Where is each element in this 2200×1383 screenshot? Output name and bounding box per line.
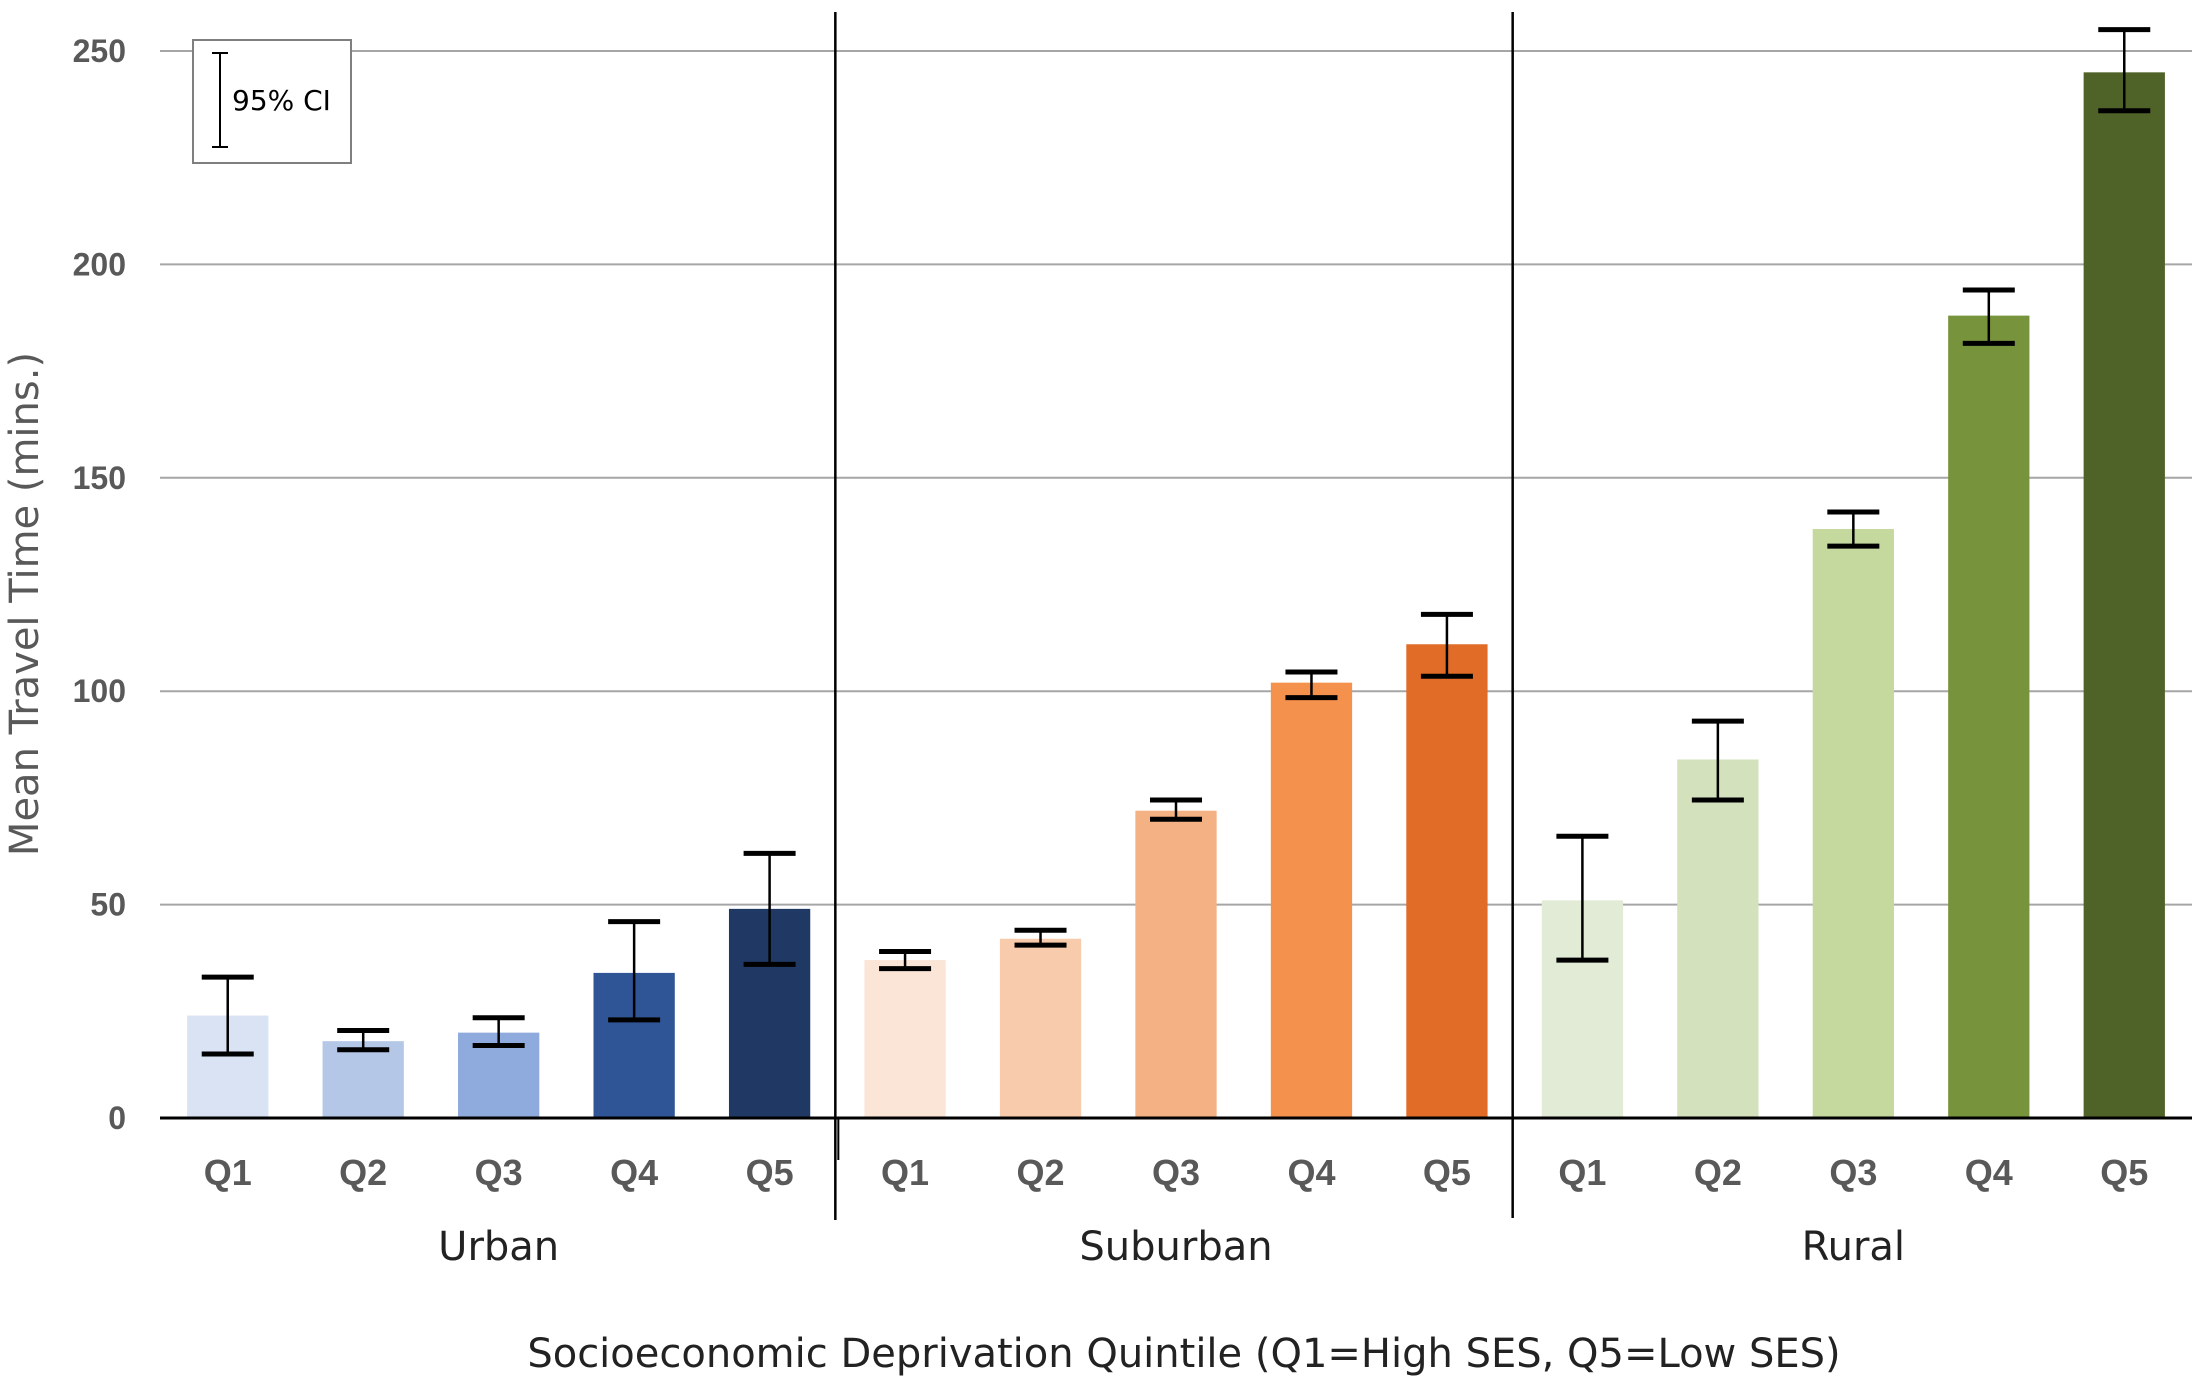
x-tick-label: Q2 bbox=[339, 1152, 387, 1193]
y-tick-label: 200 bbox=[73, 246, 126, 282]
legend: 95% CI bbox=[192, 39, 352, 164]
group-label: Rural bbox=[1802, 1224, 1905, 1270]
bar bbox=[322, 1041, 404, 1118]
x-tick-label: Q5 bbox=[1423, 1152, 1471, 1193]
bar bbox=[1812, 529, 1894, 1118]
x-tick-label: Q5 bbox=[2100, 1152, 2148, 1193]
x-tick-label: Q2 bbox=[1694, 1152, 1742, 1193]
group-label: Urban bbox=[438, 1224, 559, 1270]
y-axis-title: Mean Travel Time (mins.) bbox=[2, 352, 48, 856]
bars bbox=[187, 72, 2165, 1119]
y-tick-label: 100 bbox=[73, 673, 126, 709]
x-tick-label: Q3 bbox=[1152, 1152, 1200, 1193]
axis-labels: 0 50 100 150 200 250 Q1 Q2 Q3 Q4 Q5 Urban Q1 Q2 Q3 Q4 Q5… bbox=[73, 33, 2149, 1270]
x-tick-label: Q3 bbox=[475, 1152, 523, 1193]
axes bbox=[160, 12, 2192, 1220]
bar bbox=[2083, 72, 2165, 1119]
x-tick-label: Q1 bbox=[204, 1152, 252, 1193]
x-tick-label: Q1 bbox=[1558, 1152, 1606, 1193]
x-tick-label: Q4 bbox=[610, 1152, 658, 1193]
bar bbox=[999, 938, 1082, 1118]
x-tick-label: Q4 bbox=[1965, 1152, 2013, 1193]
y-tick-label: 250 bbox=[73, 33, 126, 69]
y-tick-label: 0 bbox=[108, 1100, 126, 1136]
x-tick-label: Q4 bbox=[1287, 1152, 1335, 1193]
x-tick-label: Q5 bbox=[746, 1152, 794, 1193]
x-tick-label: Q2 bbox=[1017, 1152, 1065, 1193]
group-label: Suburban bbox=[1079, 1224, 1272, 1270]
bar bbox=[1135, 810, 1217, 1118]
bar bbox=[1677, 759, 1759, 1118]
y-tick-label: 50 bbox=[90, 887, 126, 923]
bar bbox=[1948, 315, 2030, 1119]
y-tick-label: 150 bbox=[73, 460, 126, 496]
bar bbox=[1406, 644, 1488, 1118]
bar bbox=[864, 960, 946, 1118]
error-bars bbox=[201, 27, 2151, 1057]
x-tick-label: Q1 bbox=[881, 1152, 929, 1193]
bar bbox=[1270, 682, 1353, 1118]
legend-label: 95% CI bbox=[232, 84, 331, 117]
x-axis-title: Socioeconomic Deprivation Quintile (Q1=H… bbox=[527, 1331, 1840, 1377]
x-tick-label: Q3 bbox=[1829, 1152, 1877, 1193]
